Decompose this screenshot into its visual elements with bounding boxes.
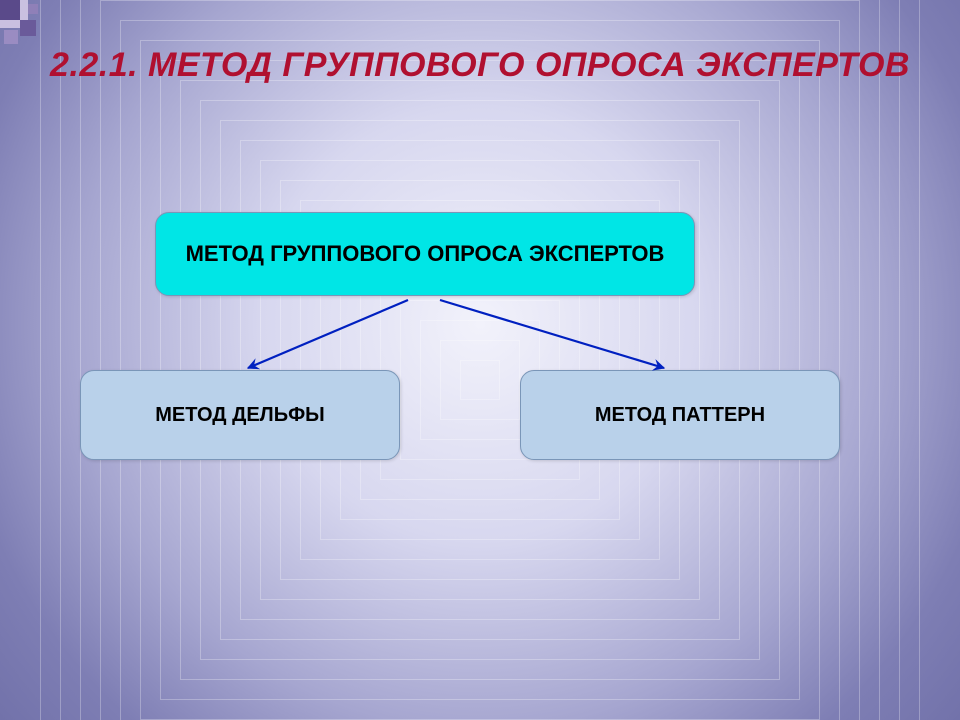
leaf-node-delphi-label: МЕТОД ДЕЛЬФЫ [155,403,324,428]
leaf-node-pattern: МЕТОД ПАТТЕРН [520,370,840,460]
root-node-label: МЕТОД ГРУППОВОГО ОПРОСА ЭКСПЕРТОВ [186,240,665,268]
root-node: МЕТОД ГРУППОВОГО ОПРОСА ЭКСПЕРТОВ [155,212,695,296]
slide-title: 2.2.1. МЕТОД ГРУППОВОГО ОПРОСА ЭКСПЕРТОВ [0,44,960,87]
leaf-node-delphi: МЕТОД ДЕЛЬФЫ [80,370,400,460]
edges-layer [0,0,960,720]
edge [248,300,408,368]
edge [440,300,664,368]
slide: 2.2.1. МЕТОД ГРУППОВОГО ОПРОСА ЭКСПЕРТОВ… [0,0,960,720]
leaf-node-pattern-label: МЕТОД ПАТТЕРН [595,403,765,428]
